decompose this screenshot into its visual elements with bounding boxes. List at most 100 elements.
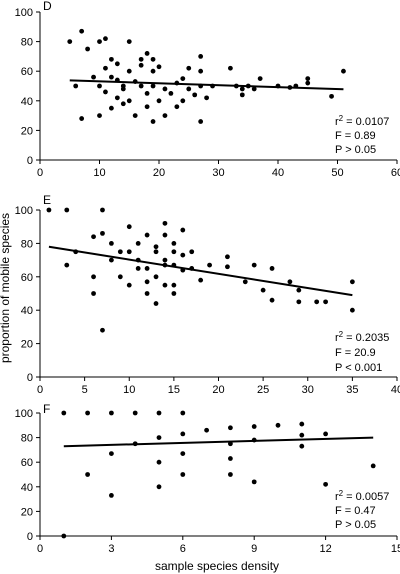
panel-d-data-point bbox=[114, 61, 120, 67]
panel-d-data-point bbox=[144, 104, 150, 110]
panel-d-data-point bbox=[103, 65, 108, 71]
panel-e: E 0 20 40 60 80 100 0 5 10 15 20 25 30 35 40 r2 = 0.20… bbox=[15, 193, 400, 396]
panel-d-data-point bbox=[109, 56, 114, 62]
panel-e-data-point bbox=[314, 299, 320, 305]
panel-d-data-point bbox=[198, 119, 204, 124]
panel-d-data-point bbox=[109, 105, 114, 111]
panel-d-x-tick-label: 30 bbox=[212, 167, 224, 179]
panel-e-data-point bbox=[225, 254, 230, 260]
panel-f-trend-line bbox=[63, 436, 374, 448]
panel-f-stat-f: F = 0.47 bbox=[335, 505, 376, 517]
panel-d-data-point bbox=[103, 36, 108, 42]
panel-d-stat-p: P > 0.05 bbox=[335, 144, 376, 156]
panel-d-data-point bbox=[79, 116, 85, 121]
panel-e-data-point bbox=[144, 232, 150, 238]
panel-f-data-point bbox=[85, 410, 90, 416]
panel-f-x-tick-label: 15 bbox=[391, 543, 400, 555]
panel-e-data-point bbox=[225, 264, 230, 270]
panel-e-y-tick-label: 0 bbox=[27, 372, 33, 384]
panel-f-y-tick-label: 0 bbox=[27, 531, 33, 543]
panel-d-data-point bbox=[198, 54, 204, 59]
panel-e-data-point bbox=[126, 224, 132, 230]
panel-e-x-tick-label: 10 bbox=[123, 384, 135, 396]
panel-f-data-point bbox=[204, 427, 210, 433]
panel-e-data-point bbox=[171, 249, 177, 255]
panel-d-data-point bbox=[144, 91, 150, 96]
panel-e-data-point bbox=[198, 277, 204, 283]
panel-e-y-tick-label: 100 bbox=[15, 205, 33, 217]
panel-e-data-point bbox=[251, 262, 257, 268]
panel-e-data-point bbox=[64, 262, 70, 268]
panel-e-data-point bbox=[323, 299, 328, 305]
panel-f-data-point bbox=[251, 424, 257, 429]
panel-e-x-tick-label: 30 bbox=[302, 384, 314, 396]
panel-f-data-point bbox=[228, 425, 233, 431]
panel-e-data-point bbox=[126, 249, 132, 255]
panel-d-data-point bbox=[168, 91, 174, 96]
panel-d-data-point bbox=[120, 101, 126, 107]
panel-e-x-tick-label: 35 bbox=[346, 384, 358, 396]
panel-d-data-point bbox=[109, 74, 114, 80]
panel-d-data-point bbox=[126, 68, 132, 74]
panel-f-data-point bbox=[156, 410, 162, 416]
panel-d-data-point bbox=[103, 89, 108, 95]
panel-e-y-tick-label: 40 bbox=[21, 305, 33, 317]
panel-e-data-point bbox=[91, 274, 96, 280]
panel-e-stat-f: F = 20.9 bbox=[335, 347, 376, 359]
panel-f-data-point bbox=[251, 479, 257, 485]
panel-f-data-point bbox=[61, 533, 67, 539]
panel-e-trend-line bbox=[48, 245, 353, 297]
panel-f-data-point bbox=[299, 443, 305, 449]
panel-d-y-tick-label: 100 bbox=[15, 7, 33, 19]
panel-d-data-point bbox=[132, 113, 138, 118]
panel-d-data-point bbox=[85, 46, 90, 52]
panel-d-data-point bbox=[239, 86, 245, 92]
panel-f-y-tick-label: 40 bbox=[21, 482, 33, 494]
panel-d-data-point bbox=[150, 68, 156, 74]
panel-f: F 0 20 40 60 80 100 0 3 6 9 12 15 r2 = 0.0057 F = 0… bbox=[15, 402, 400, 555]
panel-f-x-tick-label: 0 bbox=[37, 543, 43, 555]
panel-d-y-tick-label: 0 bbox=[27, 155, 33, 167]
panel-f-data-point bbox=[61, 410, 67, 416]
panel-d-data-point bbox=[150, 119, 156, 124]
panel-d-data-point bbox=[138, 56, 144, 62]
panel-f-data-point bbox=[275, 422, 281, 428]
panel-e-x-tick-label: 25 bbox=[257, 384, 269, 396]
panel-e-data-point bbox=[91, 291, 96, 296]
panel-f-letter: F bbox=[43, 402, 50, 416]
panel-f-data-point bbox=[156, 459, 162, 465]
panel-e-stat-r2: r2 = 0.2035 bbox=[335, 330, 389, 344]
panel-f-x-tick-label: 6 bbox=[180, 543, 186, 555]
panel-e-data-point bbox=[287, 279, 293, 285]
panel-d-x-tick-label: 20 bbox=[153, 167, 165, 179]
panel-d-x-tick-label: 40 bbox=[272, 167, 284, 179]
panel-d-data-point bbox=[257, 76, 263, 81]
panel-d-data-point bbox=[186, 86, 192, 92]
panel-e-x-tick-label: 15 bbox=[168, 384, 180, 396]
panel-f-data-point bbox=[109, 410, 114, 416]
panel-d-data-point bbox=[138, 62, 144, 68]
panel-f-x-tick-label: 9 bbox=[251, 543, 257, 555]
panel-e-data-point bbox=[180, 227, 186, 233]
panel-f-y-tick-label: 20 bbox=[21, 506, 33, 518]
panel-d-data-point bbox=[120, 86, 126, 92]
panel-e-data-point bbox=[100, 327, 105, 333]
panel-d-data-point bbox=[180, 98, 186, 104]
panel-e-x-tick-label: 5 bbox=[82, 384, 88, 396]
panel-e-data-point bbox=[162, 232, 168, 238]
panel-e-data-point bbox=[349, 279, 355, 285]
panel-e-data-point bbox=[171, 291, 177, 296]
panel-e-data-point bbox=[189, 249, 195, 255]
y-axis-title: proportion of mobile species bbox=[0, 213, 12, 363]
panel-d-data-point bbox=[97, 113, 102, 118]
panel-e-data-point bbox=[260, 287, 266, 293]
panel-d-trend-line bbox=[69, 79, 344, 91]
panel-d-data-point bbox=[162, 86, 168, 92]
panel-e-data-point bbox=[46, 207, 52, 213]
panel-e-data-point bbox=[269, 297, 275, 303]
panel-d-letter: D bbox=[43, 0, 52, 13]
panel-e-data-point bbox=[162, 220, 168, 226]
panel-d-data-point bbox=[126, 98, 132, 104]
panel-e-data-point bbox=[296, 287, 302, 293]
